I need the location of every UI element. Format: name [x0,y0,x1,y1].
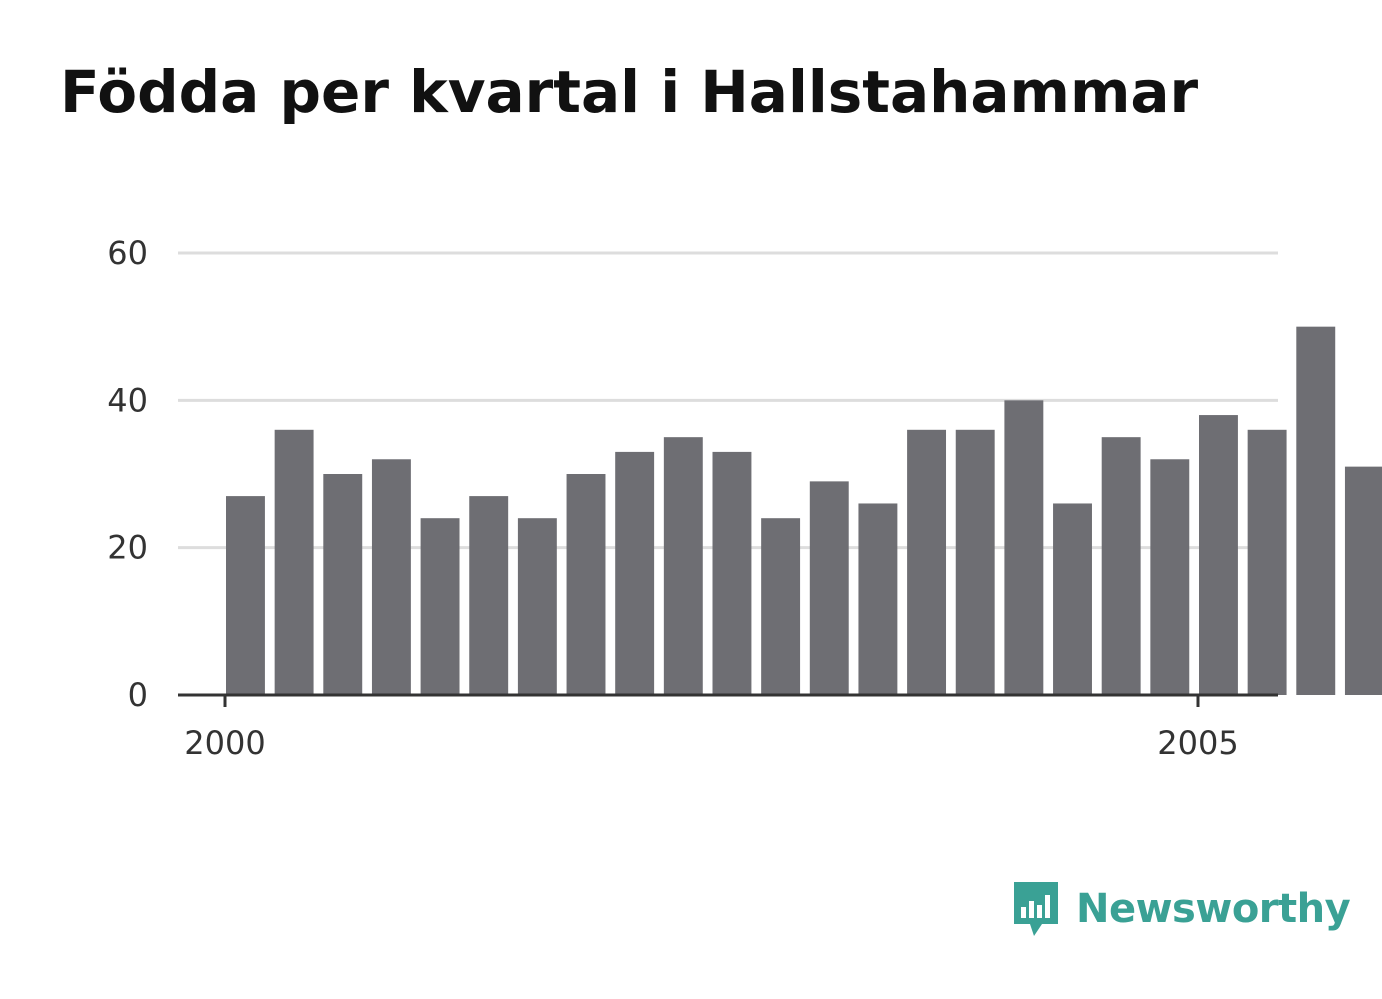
y-tick-label-0: 0 [128,676,148,714]
bar [323,474,363,695]
bar [371,459,411,695]
logo-text: Newsworthy [1076,886,1351,932]
bar [566,474,606,695]
bar [1150,459,1190,695]
y-tick-label-40: 40 [107,381,148,419]
tick-labels: 020406035200020052010201520202025 [107,234,1238,762]
bar [955,429,995,695]
bar [615,451,655,695]
chart-title: Födda per kvartal i Hallstahammar [60,58,1199,126]
bars [226,326,1382,695]
bar [1296,326,1336,695]
bar [907,429,947,695]
y-tick-label-20: 20 [107,529,148,567]
x-tick-label-2000: 2000 [184,724,265,762]
axes [178,693,1278,707]
bar [274,429,314,695]
bar-chart-speech-bubble-icon [1014,882,1058,936]
bar [809,481,849,695]
bar [1344,466,1382,695]
bar [1199,415,1238,695]
bar [663,437,703,695]
newsworthy-logo: Newsworthy [1010,878,1351,940]
bar [1053,503,1092,695]
bar [712,451,752,695]
bar [469,496,509,695]
bar [1247,429,1287,695]
x-tick-label-2005: 2005 [1157,724,1238,762]
bar [761,518,801,695]
bar [1004,400,1044,695]
bar [1101,437,1141,695]
bar [226,496,265,695]
y-tick-label-60: 60 [107,234,148,272]
bar [420,518,460,695]
bar [858,503,898,695]
bar [517,518,557,695]
